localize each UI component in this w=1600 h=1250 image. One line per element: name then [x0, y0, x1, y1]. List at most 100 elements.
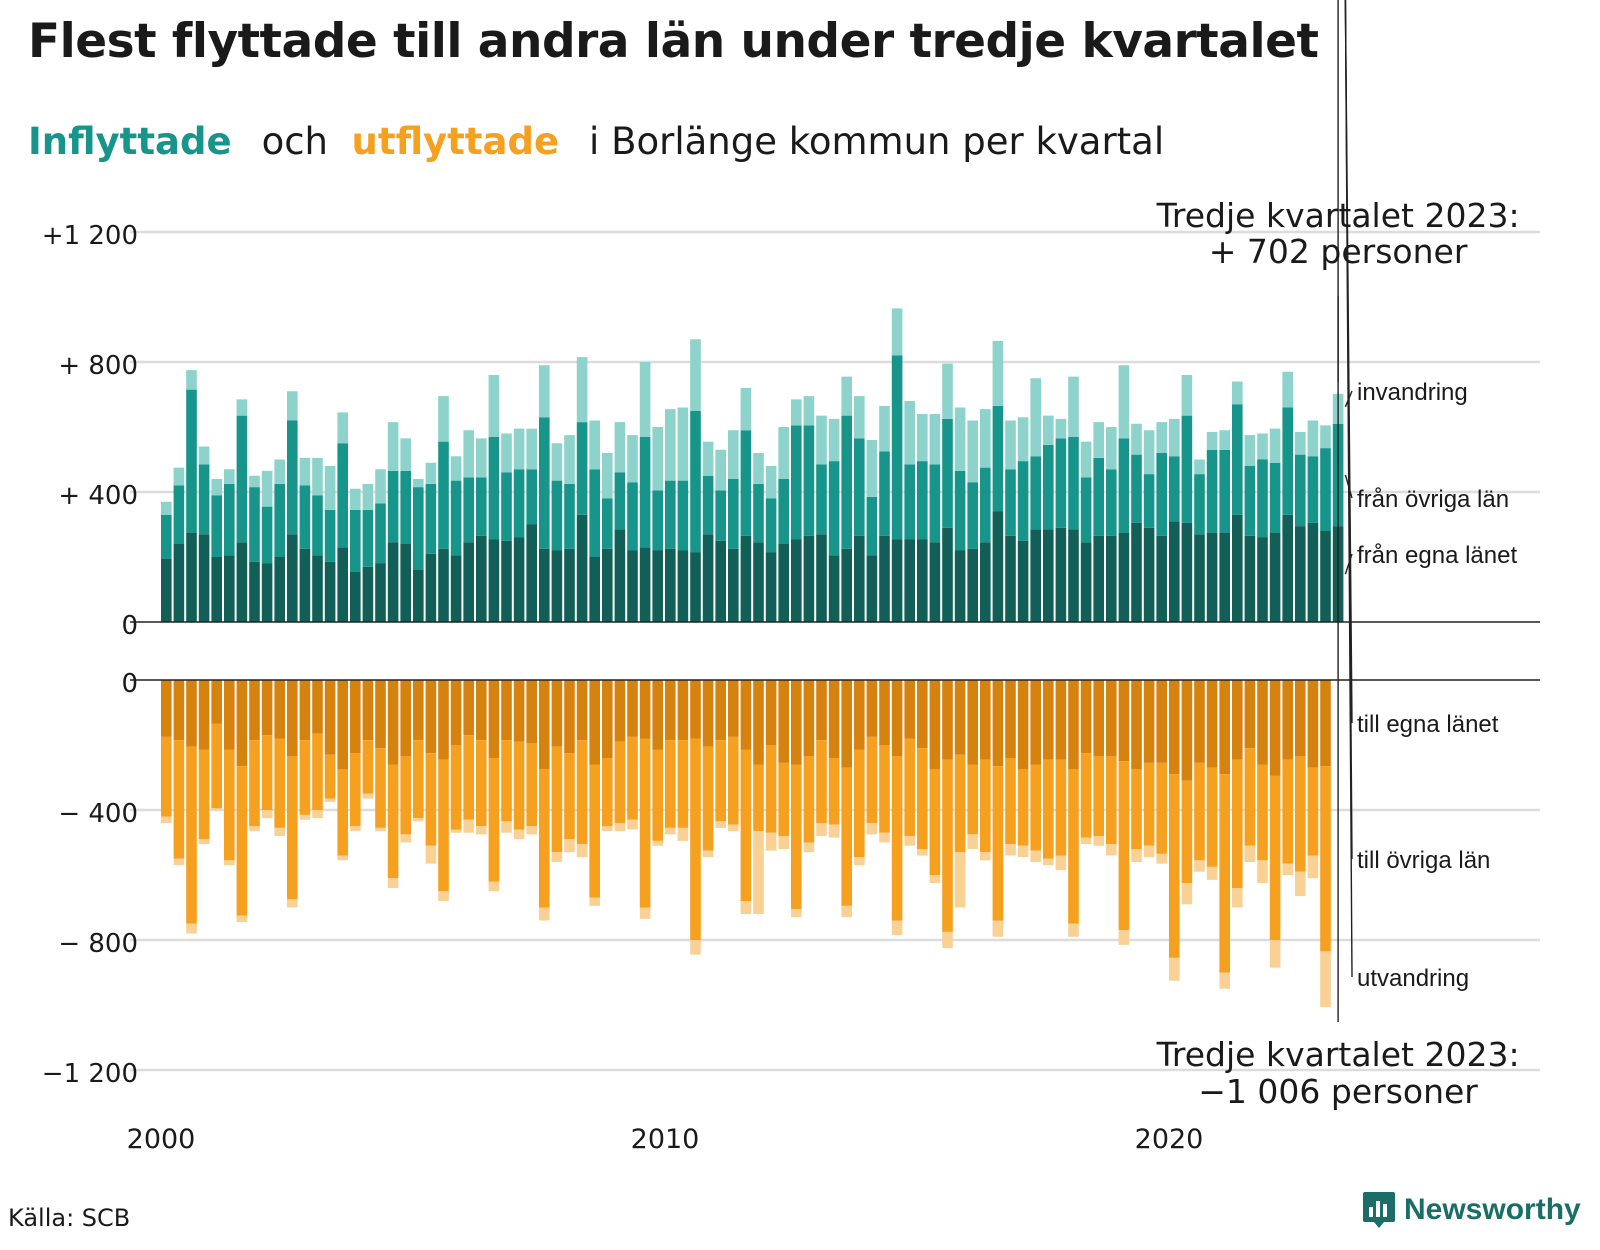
- bar-in-ovriga: [224, 483, 235, 556]
- bar-in-invandring: [1093, 422, 1104, 458]
- bar-out-egna: [765, 680, 777, 745]
- series-label-in: invandring: [1357, 379, 1468, 406]
- bars: [161, 308, 1344, 1007]
- bar-in-ovriga: [614, 472, 626, 530]
- bar-in-egna: [1080, 542, 1092, 622]
- y-tick-label-top: + 400: [58, 481, 138, 511]
- bar-in-invandring: [501, 433, 512, 473]
- bar-out-utvandring: [539, 907, 550, 921]
- bar-out-ovriga: [929, 769, 941, 875]
- bar-out-utvandring: [791, 909, 802, 918]
- bar-in-ovriga: [1043, 444, 1054, 530]
- bar-in-egna: [337, 547, 348, 622]
- bar-in-invandring: [690, 339, 701, 411]
- bar-in-egna: [1068, 529, 1079, 622]
- bar-in-egna: [1093, 535, 1104, 622]
- bar-in-ovriga: [564, 483, 575, 549]
- bar-out-utvandring: [413, 818, 424, 822]
- bar-in-egna: [425, 553, 437, 622]
- bar-out-ovriga: [287, 756, 298, 900]
- bar-in-invandring: [602, 453, 613, 499]
- bar-out-ovriga: [362, 740, 374, 794]
- bar-out-egna: [753, 680, 764, 765]
- bar-in-ovriga: [740, 430, 752, 536]
- bar-in-egna: [992, 511, 1004, 622]
- bar-out-utvandring: [1219, 972, 1230, 989]
- bar-out-utvandring: [1055, 855, 1067, 871]
- bar-out-utvandring: [324, 798, 336, 802]
- bar-in-invandring: [526, 428, 537, 470]
- bar-out-utvandring: [513, 829, 525, 840]
- bar-in-ovriga: [375, 503, 386, 564]
- bar-in-invandring: [539, 365, 550, 418]
- bar-in-egna: [274, 557, 285, 622]
- bar-out-ovriga: [1232, 759, 1243, 888]
- bar-in-invandring: [1156, 422, 1167, 453]
- annotation-bottom-line2: −1 006 personer: [1198, 1072, 1478, 1111]
- bar-in-invandring: [954, 407, 966, 471]
- bar-out-ovriga: [539, 769, 550, 908]
- series-label-out: till egna länet: [1357, 711, 1499, 738]
- bar-out-egna: [778, 680, 789, 763]
- bar-out-ovriga: [1055, 759, 1067, 856]
- bar-in-invandring: [1005, 420, 1016, 470]
- bar-out-ovriga: [1005, 758, 1016, 845]
- bar-in-invandring: [1106, 427, 1117, 470]
- bar-in-ovriga: [173, 485, 185, 544]
- bar-in-egna: [677, 550, 689, 622]
- bar-out-utvandring: [576, 844, 588, 858]
- bar-in-egna: [362, 566, 374, 622]
- bar-in-invandring: [161, 501, 172, 515]
- bar-in-egna: [576, 514, 588, 622]
- bar-out-utvandring: [1320, 951, 1331, 1007]
- bar-in-invandring: [942, 363, 953, 419]
- bar-out-egna: [1143, 680, 1155, 763]
- bar-in-ovriga: [539, 417, 550, 549]
- bar-in-ovriga: [967, 482, 978, 549]
- bar-out-ovriga: [677, 740, 689, 828]
- bar-in-invandring: [450, 456, 462, 481]
- bar-out-ovriga: [476, 740, 487, 827]
- bar-out-utvandring: [299, 814, 311, 820]
- bar-in-ovriga: [513, 469, 525, 538]
- bar-out-ovriga: [1282, 759, 1293, 864]
- bar-out-egna: [249, 680, 260, 741]
- bar-in-ovriga: [249, 487, 260, 562]
- bar-out-ovriga: [1257, 764, 1268, 861]
- bar-out-egna: [198, 680, 210, 750]
- bar-out-utvandring: [753, 831, 764, 914]
- bar-in-invandring: [476, 438, 487, 478]
- bar-out-egna: [677, 680, 689, 741]
- bar-in-ovriga: [413, 487, 424, 570]
- bar-in-invandring: [249, 475, 260, 488]
- bar-in-ovriga: [1017, 461, 1029, 541]
- bar-in-ovriga: [778, 479, 789, 544]
- bar-out-utvandring: [992, 920, 1004, 937]
- bar-in-ovriga: [1320, 448, 1331, 531]
- bar-out-ovriga: [299, 740, 311, 815]
- bar-in-ovriga: [450, 480, 462, 556]
- bar-in-ovriga: [476, 477, 487, 536]
- bar-out-utvandring: [526, 826, 537, 835]
- bar-out-ovriga: [967, 764, 978, 835]
- bar-out-ovriga: [740, 749, 752, 901]
- bar-in-ovriga: [828, 461, 840, 556]
- bar-out-ovriga: [1156, 762, 1167, 854]
- bar-out-ovriga: [917, 748, 928, 849]
- bar-in-egna: [1244, 535, 1256, 622]
- bar-in-invandring: [677, 407, 689, 481]
- bar-in-invandring: [1181, 375, 1193, 416]
- bar-out-egna: [791, 680, 802, 765]
- bar-out-egna: [526, 680, 537, 744]
- bar-out-egna: [627, 680, 638, 737]
- bar-in-egna: [1307, 522, 1319, 622]
- bar-out-ovriga: [765, 745, 777, 833]
- bar-out-ovriga: [249, 740, 260, 827]
- bar-out-ovriga: [589, 764, 600, 898]
- bar-out-egna: [942, 680, 953, 760]
- bar-in-ovriga: [652, 490, 663, 551]
- bar-in-ovriga: [387, 470, 399, 543]
- y-tick-label-top: + 800: [58, 351, 138, 381]
- bar-out-egna: [866, 680, 878, 737]
- bar-out-egna: [513, 680, 525, 742]
